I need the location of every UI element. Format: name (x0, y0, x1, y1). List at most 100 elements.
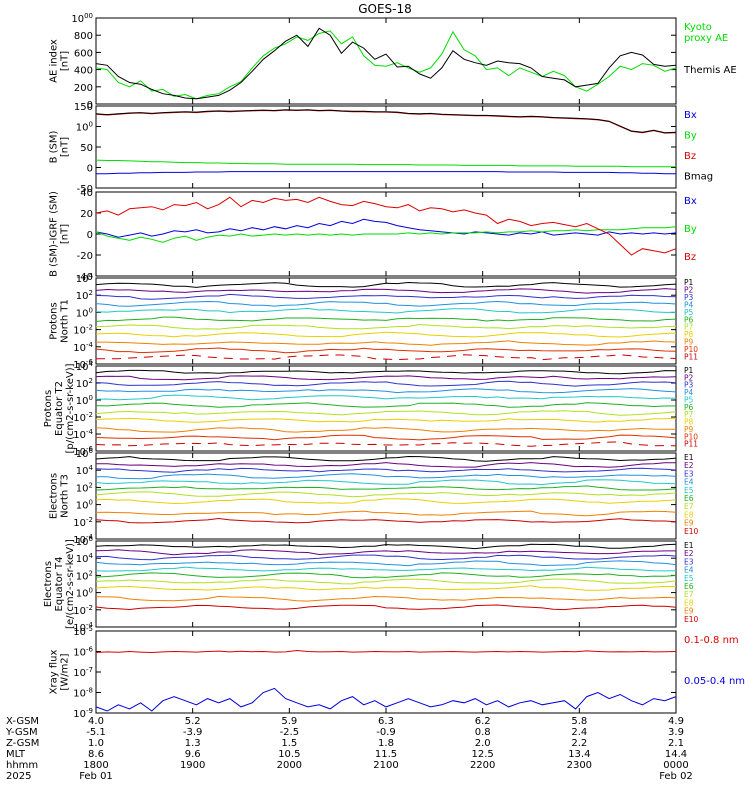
y-axis-label: [nT] (60, 51, 71, 71)
y-tick-label: -20 (77, 251, 93, 262)
y-axis-label: B (SM) (49, 130, 60, 163)
legend-label: Themis AE (683, 65, 737, 76)
legend-label: P4 (684, 300, 694, 309)
legend-label: E7 (684, 590, 694, 599)
series-P1 (95, 281, 677, 288)
legend-label: E4 (684, 566, 694, 575)
legend-label: P10 (684, 432, 698, 441)
y-tick-label: -40 (77, 272, 93, 283)
footer-y-value: 0.8 (475, 727, 491, 738)
legend-label: By (684, 224, 697, 235)
legend-label: Bx (684, 110, 697, 121)
series-P5 (95, 394, 677, 401)
panel-p2: 10-6 10-4 10-2 100 102 104 Protons Equator T2 [p… (43, 360, 698, 458)
series-E8 (95, 585, 677, 591)
footer-x-value: 5.9 (281, 716, 297, 727)
series-Bz (95, 196, 677, 256)
legend-label: 0.1-0.8 nm (684, 635, 739, 646)
legend-label: Bz (684, 252, 696, 263)
ephemeris-footer: X-GSMY-GSMZ-GSMMLThhmm20254.0-5.11.08.61… (5, 716, 693, 782)
footer-z-value: 1.0 (88, 738, 104, 749)
footer-mlt-value: 8.6 (88, 749, 104, 760)
legend-label: P8 (684, 330, 694, 339)
footer-y-value: -3.9 (183, 727, 203, 738)
footer-z-value: 1.5 (281, 738, 297, 749)
footer-row-label: Y-GSM (5, 727, 38, 738)
y-tick-label: 104 (76, 360, 94, 373)
legend-label: E5 (684, 574, 694, 583)
series-P5 (95, 307, 676, 314)
legend-label: E8 (684, 510, 694, 519)
footer-hhmm-value: 0000 (663, 760, 688, 771)
legend-label: proxy AE (684, 33, 728, 44)
footer-row-label: 2025 (6, 771, 31, 782)
series-E3 (95, 554, 677, 561)
y-tick-label: 10-8 (73, 687, 93, 700)
series-P11 (95, 354, 677, 361)
chart-title: GOES-18 (358, 2, 412, 16)
y-tick-label: 20 (80, 209, 93, 220)
legend-label: E10 (684, 615, 699, 624)
series-E2 (95, 549, 676, 556)
panel-e2: 10-4 10-2 100 102 104 106 Electrons Equator T4[… (43, 535, 699, 634)
footer-hhmm-value: 2000 (277, 760, 302, 771)
y-tick-label: 10-6 (73, 358, 93, 371)
footer-hhmm-value: 2300 (567, 760, 592, 771)
footer-x-value: 4.9 (668, 716, 684, 727)
y-axis-label: [nT] (60, 137, 71, 157)
series-E9 (95, 595, 677, 602)
y-axis-label: Protons (49, 302, 60, 339)
y-tick-label: 104 (76, 272, 94, 285)
y-tick-label: 102 (76, 377, 93, 390)
footer-row-label: X-GSM (6, 716, 39, 727)
series-E10 (95, 604, 677, 611)
series-E8 (95, 498, 677, 505)
y-tick-label: 50 (80, 143, 93, 154)
series-E7 (95, 578, 677, 585)
legend-label: E7 (684, 502, 694, 511)
legend-label: E3 (684, 557, 694, 566)
series-P10 (95, 347, 677, 354)
legend-label: E1 (684, 453, 694, 462)
legend-label: P6 (684, 315, 694, 324)
y-tick-label: 10-2 (73, 516, 93, 529)
legend-label: E6 (684, 494, 694, 503)
footer-z-value: 1.8 (378, 738, 394, 749)
legend-label: P7 (684, 410, 694, 419)
series-P2 (95, 375, 677, 381)
y-tick-label: 200 (74, 83, 93, 94)
footer-row-label: MLT (6, 749, 26, 760)
y-tick-label: 102 (76, 569, 93, 582)
footer-z-value: 2.2 (571, 738, 587, 749)
y-tick-label: 600 (74, 48, 93, 59)
series-E10 (95, 517, 677, 524)
panel-frame (95, 630, 677, 714)
series-P3 (95, 293, 677, 300)
y-tick-label: 10-2 (73, 604, 93, 617)
legend-label: E9 (684, 607, 694, 616)
series-E5 (95, 566, 677, 572)
footer-y-value: -5.1 (86, 727, 106, 738)
footer-mlt-value: 9.6 (185, 749, 201, 760)
legend-label: E2 (684, 549, 694, 558)
legend-label: P1 (684, 278, 694, 287)
series-E1 (95, 543, 677, 550)
legend-label: E5 (684, 486, 694, 495)
series-E5 (95, 479, 677, 486)
legend-label: P3 (684, 381, 694, 390)
legend-label: P9 (684, 425, 694, 434)
y-tick-label: 0 (87, 164, 93, 175)
footer-x-value: 5.8 (571, 716, 587, 727)
series-P6 (95, 316, 677, 322)
y-axis-label: Electrons (49, 473, 60, 519)
y-tick-label: 10-4 (73, 341, 93, 354)
footer-z-value: 2.0 (475, 738, 491, 749)
series-Kyoto proxy AE (95, 30, 677, 100)
legend-label: P4 (684, 388, 694, 397)
legend-label: P1 (684, 366, 694, 375)
series-Bx (95, 218, 677, 238)
series-E4 (95, 560, 677, 567)
legend-label: P3 (684, 293, 694, 302)
legend-label: E6 (684, 582, 694, 591)
legend-label: Bz (684, 151, 696, 162)
